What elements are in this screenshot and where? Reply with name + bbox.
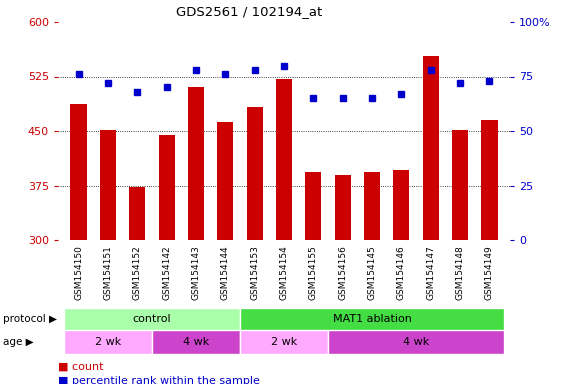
- Text: protocol ▶: protocol ▶: [3, 314, 57, 324]
- Bar: [364, 172, 380, 240]
- Text: 2 wk: 2 wk: [95, 337, 121, 347]
- Bar: [276, 79, 292, 240]
- Text: GDS2561 / 102194_at: GDS2561 / 102194_at: [176, 5, 322, 18]
- Bar: [393, 169, 409, 240]
- Text: GSM154154: GSM154154: [280, 245, 288, 300]
- Text: GSM154146: GSM154146: [397, 245, 406, 300]
- Bar: [240, 331, 328, 354]
- Text: GSM154153: GSM154153: [250, 245, 259, 300]
- Text: GSM154149: GSM154149: [485, 245, 494, 300]
- Bar: [218, 122, 233, 240]
- Text: GSM154151: GSM154151: [103, 245, 113, 300]
- Bar: [64, 308, 240, 329]
- Bar: [188, 88, 204, 240]
- Text: GSM154145: GSM154145: [368, 245, 376, 300]
- Bar: [246, 107, 263, 240]
- Text: MAT1 ablation: MAT1 ablation: [332, 314, 411, 324]
- Text: GSM154143: GSM154143: [191, 245, 201, 300]
- Bar: [240, 308, 504, 329]
- Text: GSM154155: GSM154155: [309, 245, 318, 300]
- Bar: [328, 331, 504, 354]
- Bar: [152, 331, 240, 354]
- Text: GSM154152: GSM154152: [133, 245, 142, 300]
- Text: 4 wk: 4 wk: [403, 337, 429, 347]
- Bar: [305, 172, 321, 240]
- Text: ■ count: ■ count: [58, 362, 103, 372]
- Bar: [64, 331, 152, 354]
- Bar: [129, 187, 146, 240]
- Text: age ▶: age ▶: [3, 337, 34, 347]
- Text: ■ percentile rank within the sample: ■ percentile rank within the sample: [58, 376, 260, 384]
- Text: GSM154142: GSM154142: [162, 245, 171, 300]
- Text: GSM154147: GSM154147: [426, 245, 435, 300]
- Text: GSM154156: GSM154156: [338, 245, 347, 300]
- Bar: [100, 129, 116, 240]
- Text: GSM154150: GSM154150: [74, 245, 83, 300]
- Bar: [158, 136, 175, 240]
- Bar: [481, 120, 498, 240]
- Text: GSM154148: GSM154148: [456, 245, 465, 300]
- Bar: [335, 175, 351, 240]
- Bar: [452, 129, 468, 240]
- Text: 4 wk: 4 wk: [183, 337, 209, 347]
- Bar: [71, 104, 86, 240]
- Text: 2 wk: 2 wk: [271, 337, 297, 347]
- Text: GSM154144: GSM154144: [221, 245, 230, 300]
- Bar: [423, 56, 439, 240]
- Text: control: control: [133, 314, 171, 324]
